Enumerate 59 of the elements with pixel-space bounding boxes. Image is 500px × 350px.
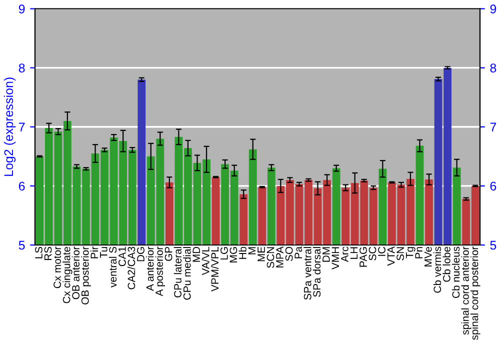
x-tick-label: SPa dorsal	[312, 247, 321, 297]
x-tick-label: Pa	[294, 246, 302, 258]
x-tick-label: VMH	[332, 247, 339, 270]
y-tick-label: 8	[18, 64, 25, 72]
x-tick-label: SPa ventral	[304, 247, 312, 300]
x-tick-label: CA1	[118, 246, 126, 266]
x-tick-label: M	[248, 247, 256, 254]
x-tick-label: IC	[378, 246, 386, 256]
x-tick-label: SO	[285, 246, 293, 261]
y-axis-title: Log2 (expression)	[4, 78, 16, 176]
x-tick-label: RS	[44, 246, 52, 260]
x-tick-label: Tu	[100, 247, 108, 258]
y-tick-label: 5	[18, 240, 25, 250]
x-tick-label: MG	[230, 247, 238, 262]
x-tick-label: MVe	[424, 246, 432, 266]
x-tick-label: OB anterior	[72, 246, 80, 300]
x-tick-label: Tg	[406, 247, 416, 258]
x-tick-label: Cb nucleus	[452, 246, 460, 298]
x-tick-label: Arc	[341, 246, 348, 262]
x-tick-label: ME	[258, 246, 265, 262]
x-tick-label: CA2/CA3	[127, 246, 136, 290]
x-tick-label: MPA	[276, 246, 284, 268]
x-tick-label: A posterior	[155, 246, 166, 296]
x-tick-label: LS	[35, 246, 42, 258]
x-tick-label: spinal cord posterior	[470, 246, 480, 340]
y-tick-label: 6	[18, 182, 25, 191]
y-tick-label: 9	[18, 4, 25, 14]
x-tick-label: MD	[192, 246, 200, 262]
x-tick-label: PAG	[360, 247, 367, 267]
y-tick-label: 7	[18, 122, 25, 132]
x-tick-label: OB posterior	[81, 246, 91, 304]
y2-tick-label: 7	[490, 122, 496, 132]
x-tick-label: Pir	[90, 246, 98, 258]
x-tick-label: Cx motor	[54, 246, 61, 288]
x-tick-label: CPu medial	[183, 247, 191, 300]
x-tick-label: Hb	[238, 246, 246, 259]
y2-tick-label: 6	[490, 182, 496, 191]
x-tick-label: Cx cingulate	[62, 246, 72, 304]
y2-tick-label: 9	[490, 4, 496, 14]
x-tick-label: DM	[322, 247, 330, 262]
x-tick-label: VTA	[387, 246, 395, 266]
x-tick-label: SN	[396, 247, 404, 260]
x-tick-label: ventral S	[108, 246, 117, 288]
y2-tick-label: 8	[490, 64, 496, 72]
x-tick-label: VA/VL	[202, 246, 210, 276]
x-tick-label: CPu lateral	[174, 247, 182, 298]
x-tick-label: LH	[350, 247, 358, 259]
x-tick-label: VPM/VPL	[210, 246, 219, 292]
x-tick-label: SCN	[266, 247, 274, 268]
x-tick-label: Pn	[415, 247, 422, 258]
x-tick-label: GP	[164, 246, 172, 261]
x-tick-label: spinal cord anterior	[461, 246, 471, 335]
x-tick-label: Cb vermis	[433, 246, 442, 293]
x-tick-label: Cb lobe	[442, 246, 450, 282]
x-tick-label: LG	[220, 247, 228, 260]
y2-tick-label: 5	[490, 240, 496, 250]
x-tick-label: DG	[137, 247, 144, 262]
x-tick-label: A anterior	[146, 246, 154, 291]
x-tick-label: SC	[368, 246, 376, 260]
